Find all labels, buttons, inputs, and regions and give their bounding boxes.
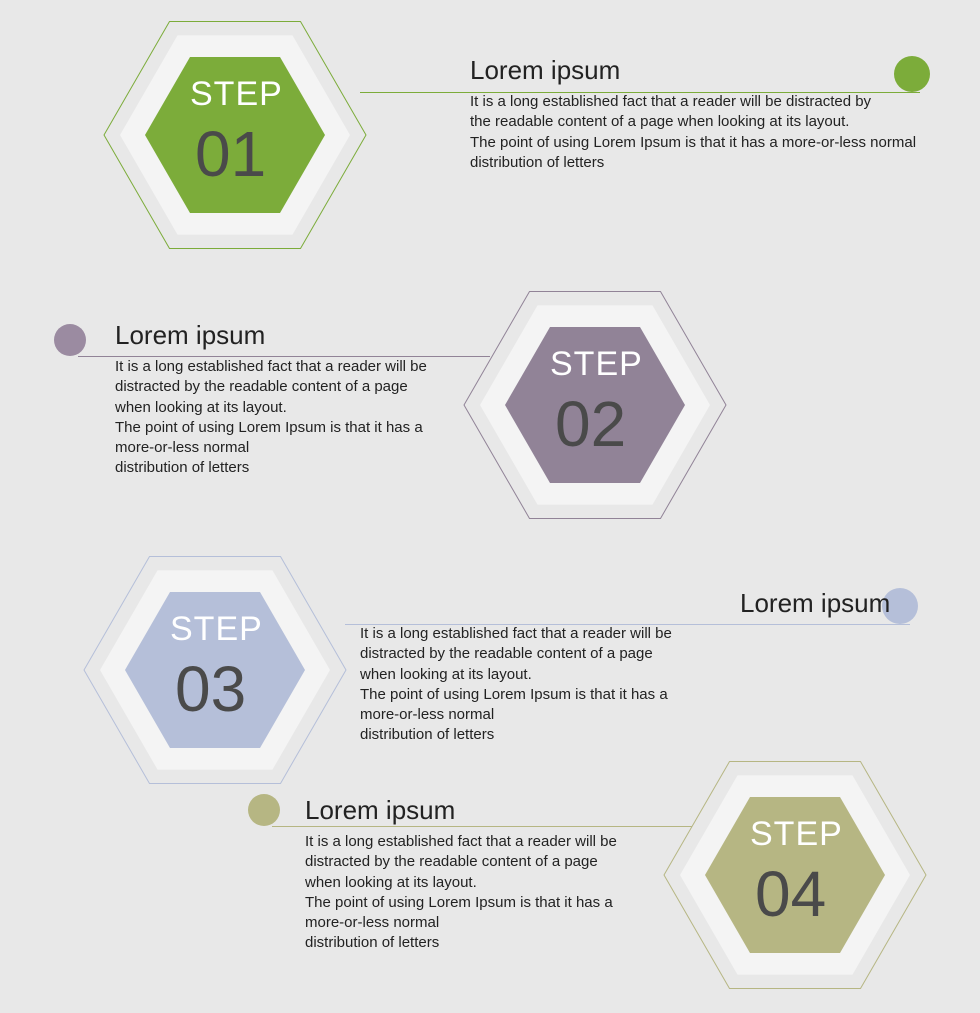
step-02-body: It is a long established fact that a rea…: [115, 357, 475, 479]
step-02-hexagon: STEP02: [462, 272, 728, 538]
step-04-dot: [248, 794, 280, 826]
step-04-body: It is a long established fact that a rea…: [305, 832, 665, 954]
step-04-label: STEP: [750, 815, 843, 854]
step-01-number: 01: [195, 117, 266, 191]
step-03-label: STEP: [170, 610, 263, 649]
step-01-text: Lorem ipsum It is a long established fact…: [470, 55, 940, 173]
step-01-title: Lorem ipsum: [470, 55, 940, 86]
step-02-title: Lorem ipsum: [115, 320, 475, 351]
step-04-title: Lorem ipsum: [305, 795, 665, 826]
step-02-text: Lorem ipsum It is a long established fact…: [115, 320, 475, 479]
step-01-hexagon: STEP01: [102, 2, 368, 268]
step-02-number: 02: [555, 387, 626, 461]
step-03-text: Lorem ipsumIt is a long established fact…: [360, 588, 730, 746]
step-04-text: Lorem ipsum It is a long established fact…: [305, 795, 665, 954]
step-04-number: 04: [755, 857, 826, 931]
step-03-number: 03: [175, 652, 246, 726]
step-03-hexagon: STEP03: [82, 537, 348, 803]
step-04-hexagon: STEP04: [662, 742, 928, 1008]
step-01-label: STEP: [190, 75, 283, 114]
step-03-title: Lorem ipsum: [740, 588, 890, 619]
step-03-body: It is a long established fact that a rea…: [360, 624, 730, 746]
step-02-label: STEP: [550, 345, 643, 384]
step-02-dot: [54, 324, 86, 356]
step-01-body: It is a long established fact that a rea…: [470, 92, 940, 173]
